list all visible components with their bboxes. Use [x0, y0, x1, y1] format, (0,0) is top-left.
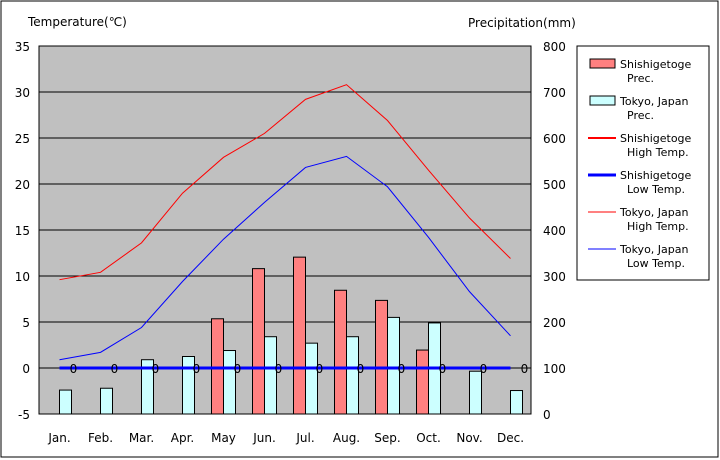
precip-bar-tokyo — [346, 336, 359, 415]
precipitation-bars — [59, 256, 523, 415]
precip-bar-tokyo — [469, 370, 482, 415]
right-tick-label: 600 — [543, 132, 566, 146]
legend-label: Tokyo, Japan — [619, 95, 688, 108]
left-tick-label: 10 — [15, 270, 30, 284]
zero-marker-label: 0 — [152, 362, 160, 376]
gridlines — [39, 91, 531, 369]
precip-bar-shishigetoge — [334, 289, 347, 415]
precip-bar-shishigetoge — [416, 349, 429, 415]
zero-marker-label: 0 — [480, 362, 488, 376]
month-label: Jul. — [295, 431, 314, 445]
zero-marker-label: 0 — [70, 362, 78, 376]
month-label: Sep. — [374, 431, 400, 445]
right-tick-label: 400 — [543, 224, 566, 238]
zero-marker-label: 0 — [521, 362, 529, 376]
legend-label: High Temp. — [627, 220, 689, 233]
legend-label: Prec. — [627, 109, 654, 122]
month-label: Nov. — [456, 431, 482, 445]
legend-label: Tokyo, Japan — [619, 206, 688, 219]
precip-bar-tokyo — [305, 342, 318, 415]
zero-marker-label: 0 — [111, 362, 119, 376]
legend-swatch-bar — [589, 58, 616, 69]
zero-marker-label: 0 — [398, 362, 406, 376]
precip-bar-tokyo — [100, 387, 113, 415]
zero-markers: 0 0 0 0 0 0 0 0 0 0 0 0 — [70, 362, 529, 376]
zero-marker-label: 0 — [275, 362, 283, 376]
month-label: Feb. — [88, 431, 113, 445]
zero-marker-label: 0 — [439, 362, 447, 376]
legend-swatch-bar — [589, 95, 616, 106]
legend-label: Tokyo, Japan — [619, 243, 688, 256]
zero-marker-label: 0 — [316, 362, 324, 376]
right-tick-label: 500 — [543, 178, 566, 192]
left-tick-label: 20 — [15, 178, 30, 192]
precip-bar-shishigetoge — [252, 268, 265, 415]
month-label: Dec. — [497, 431, 524, 445]
zero-marker-label: 0 — [357, 362, 365, 376]
precip-bar-shishigetoge — [211, 318, 224, 415]
zero-marker-label: 0 — [234, 362, 242, 376]
right-axis-ticks: 0 100 200 300 400 500 600 700 800 — [543, 40, 566, 422]
right-tick-label: 0 — [543, 408, 551, 422]
precip-bar-tokyo — [510, 390, 523, 415]
temperature-lines — [59, 84, 511, 370]
month-label: Jan. — [47, 431, 70, 445]
legend-box — [576, 45, 710, 281]
left-tick-label: 30 — [15, 86, 30, 100]
left-tick-label: 15 — [15, 224, 30, 238]
right-axis-title: Precipitation(mm) — [468, 16, 576, 30]
left-axis-title: Temperature(℃) — [27, 15, 127, 29]
month-labels: Jan. Feb. Mar. Apr. May Jun. Jul. Aug. Sep. Oct. N… — [47, 431, 524, 445]
precip-bar-tokyo — [387, 316, 400, 415]
right-tick-label: 300 — [543, 270, 566, 284]
precip-bar-tokyo — [223, 350, 236, 415]
month-label: Apr. — [171, 431, 194, 445]
right-tick-label: 200 — [543, 316, 566, 330]
left-axis-ticks: -5 0 5 10 15 20 25 30 35 — [15, 40, 30, 422]
precip-bar-shishigetoge — [293, 256, 306, 415]
zero-marker-label: 0 — [193, 362, 201, 376]
legend-label: High Temp. — [627, 146, 689, 159]
precip-bar-tokyo — [59, 389, 72, 415]
precip-bar-tokyo — [182, 356, 195, 415]
right-tick-label: 700 — [543, 86, 566, 100]
right-tick-label: 100 — [543, 362, 566, 376]
left-tick-label: 5 — [22, 316, 30, 330]
left-tick-label: 0 — [22, 362, 30, 376]
legend-label: Shishigetoge — [620, 132, 692, 145]
temp-line-3 — [59, 155, 511, 361]
left-tick-label: 35 — [15, 40, 30, 54]
precip-bar-shishigetoge — [375, 299, 388, 415]
legend-label: Shishigetoge — [620, 169, 692, 182]
legend-label: Shishigetoge — [620, 58, 692, 71]
precip-bar-tokyo — [264, 336, 277, 415]
left-tick-label: 25 — [15, 132, 30, 146]
precip-bar-tokyo — [141, 359, 154, 415]
month-label: May — [211, 431, 236, 445]
month-label: Aug. — [333, 431, 360, 445]
temp-line-2 — [59, 84, 511, 281]
right-tick-label: 800 — [543, 40, 566, 54]
legend-label: Low Temp. — [627, 257, 685, 270]
month-label: Jun. — [252, 431, 276, 445]
legend-label: Prec. — [627, 72, 654, 85]
month-label: Oct. — [416, 431, 441, 445]
month-label: Mar. — [129, 431, 154, 445]
left-tick-label: -5 — [18, 408, 30, 422]
legend-label: Low Temp. — [627, 183, 685, 196]
